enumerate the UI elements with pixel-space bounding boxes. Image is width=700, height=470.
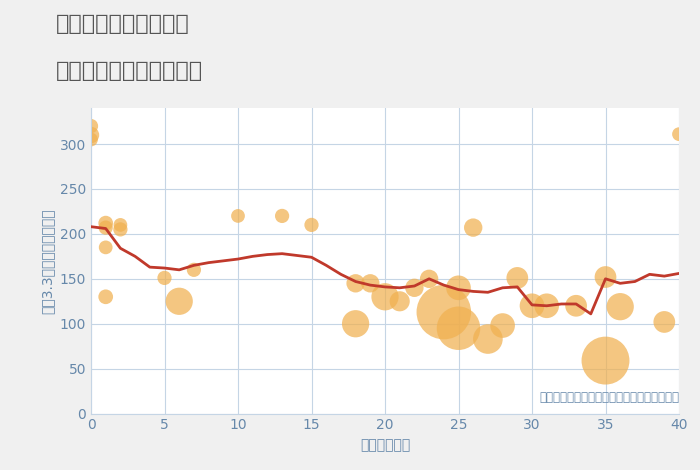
Point bbox=[379, 293, 391, 300]
Point bbox=[350, 320, 361, 328]
Point bbox=[188, 266, 199, 274]
Point bbox=[615, 303, 626, 310]
Text: 東京都練馬区中村北の: 東京都練馬区中村北の bbox=[56, 14, 190, 34]
Point bbox=[673, 130, 685, 138]
Point bbox=[100, 243, 111, 251]
Point bbox=[541, 302, 552, 310]
Point bbox=[85, 131, 97, 139]
Point bbox=[659, 318, 670, 326]
Point bbox=[306, 221, 317, 229]
Point bbox=[100, 293, 111, 300]
Point bbox=[115, 221, 126, 229]
X-axis label: 築年数（年）: 築年数（年） bbox=[360, 438, 410, 452]
Point bbox=[438, 308, 449, 316]
Point bbox=[394, 298, 405, 305]
Point bbox=[468, 224, 479, 231]
Point bbox=[409, 284, 420, 291]
Point bbox=[276, 212, 288, 219]
Point bbox=[497, 322, 508, 329]
Point bbox=[570, 302, 582, 310]
Point bbox=[600, 273, 611, 281]
Point bbox=[159, 274, 170, 282]
Point bbox=[365, 280, 376, 287]
Point bbox=[512, 274, 523, 282]
Text: 円の大きさは、取引のあった物件面積を示す: 円の大きさは、取引のあった物件面積を示す bbox=[539, 392, 679, 404]
Point bbox=[85, 136, 97, 143]
Point bbox=[174, 298, 185, 305]
Point bbox=[85, 122, 97, 130]
Point bbox=[526, 302, 538, 310]
Y-axis label: 坪（3.3㎡）単価（万円）: 坪（3.3㎡）単価（万円） bbox=[40, 208, 54, 313]
Point bbox=[100, 224, 111, 231]
Point bbox=[115, 226, 126, 233]
Point bbox=[232, 212, 244, 219]
Point bbox=[350, 280, 361, 287]
Point bbox=[600, 357, 611, 364]
Point bbox=[453, 324, 464, 332]
Point bbox=[453, 284, 464, 291]
Text: 築年数別中古戸建て価格: 築年数別中古戸建て価格 bbox=[56, 61, 203, 81]
Point bbox=[100, 219, 111, 227]
Point bbox=[482, 335, 493, 343]
Point bbox=[424, 275, 435, 282]
